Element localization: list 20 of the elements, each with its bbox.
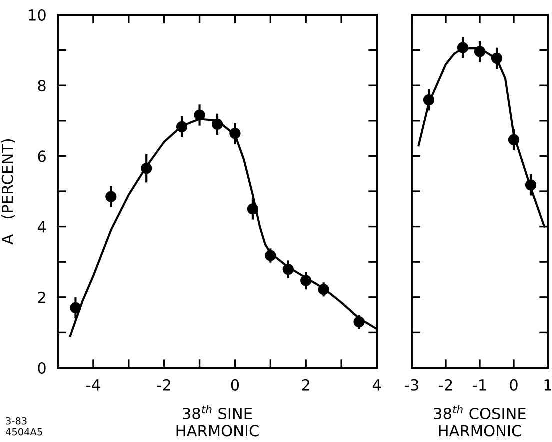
x-tick-label: 0 [231, 379, 240, 391]
y-tick-label: 10 [29, 9, 46, 22]
x-axis-title: 38$^{th}$ SINE HARMONIC [176, 405, 259, 437]
y-tick-label: 4 [38, 221, 46, 233]
y-axis-title: A (PERCENT) [2, 139, 16, 245]
x-tick-label: 2 [302, 379, 310, 391]
x-tick-label: -2 [439, 379, 452, 391]
x-axis-title: 38$^{th}$ COSINE HARMONIC [434, 405, 526, 437]
y-tick-label: 8 [38, 80, 46, 92]
x-tick-label: 1 [544, 380, 552, 391]
x-tick-label: -2 [157, 379, 170, 391]
x-tick-label: 4 [372, 380, 382, 391]
y-tick-label: 6 [38, 150, 46, 162]
x-tick-label: -3 [405, 379, 418, 391]
text: 3-83 4504A5 [6, 417, 42, 436]
y-tick-label: 0 [38, 362, 46, 374]
x-tick-label: -1 [473, 380, 486, 391]
y-tick-label: 2 [38, 292, 46, 304]
x-tick-label: -4 [86, 380, 100, 391]
x-tick-label: 0 [510, 379, 518, 391]
